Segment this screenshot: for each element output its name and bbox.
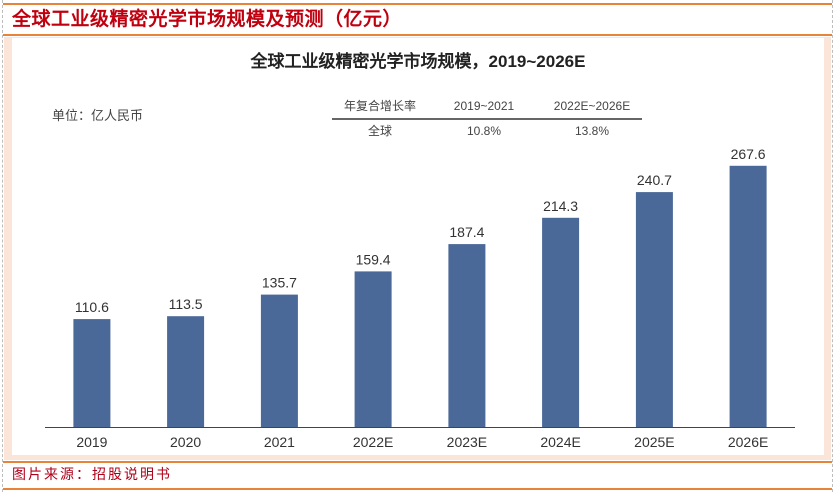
cagr-table: 年复合增长率 2019~2021 2022E~2026E 全球 10.8% 13… — [332, 98, 642, 138]
figure-title: 全球工业级精密光学市场规模及预测（亿元） — [12, 8, 403, 30]
bottom-rule — [3, 488, 832, 490]
data-label-2022E: 159.4 — [356, 251, 391, 267]
source-top-rule — [3, 461, 832, 463]
chart-title: 全球工业级精密光学市场规模，2019~2026E — [250, 51, 586, 71]
bars-group — [73, 165, 767, 428]
bar-2025E — [635, 192, 673, 427]
bar-2024E — [542, 217, 580, 427]
cagr-header-label: 年复合增长率 — [344, 98, 416, 113]
bar-2023E — [448, 244, 486, 427]
cagr-header-period-2: 2022E~2026E — [554, 99, 630, 113]
x-tick-2026E: 2026E — [728, 434, 768, 450]
frame-left-border — [2, 0, 3, 492]
cagr-row-region: 全球 — [368, 123, 392, 138]
x-tick-2021: 2021 — [264, 434, 295, 450]
data-label-2020: 113.5 — [169, 296, 203, 312]
data-label-2021: 135.7 — [262, 275, 297, 291]
data-label-2025E: 240.7 — [637, 172, 672, 188]
data-label-2019: 110.6 — [75, 299, 109, 315]
frame-right-border — [832, 0, 833, 492]
cagr-row-value-2: 13.8% — [575, 124, 609, 138]
bar-2020 — [167, 316, 205, 427]
unit-label: 单位：亿人民币 — [52, 108, 143, 123]
data-label-2023E: 187.4 — [449, 224, 484, 240]
x-tick-2025E: 2025E — [634, 434, 674, 450]
bar-chart: 全球工业级精密光学市场规模，2019~2026E 单位：亿人民币 年复合增长率 … — [45, 51, 795, 450]
x-tick-2024E: 2024E — [540, 434, 580, 450]
bar-2022E — [354, 271, 392, 427]
bar-2019 — [73, 319, 111, 427]
x-tick-2020: 2020 — [170, 434, 201, 450]
x-tick-2022E: 2022E — [353, 434, 393, 450]
x-tick-labels-group: 2019 2020 2021 2022E 2023E 2024E 2025E 2026E — [76, 434, 768, 450]
figure-source: 图片来源：招股说明书 — [12, 467, 172, 483]
data-labels-group: 110.6 113.5 135.7 159.4 187.4 214.3 240.7 267.6 — [75, 146, 766, 315]
chart-area: 全球工业级精密光学市场规模，2019~2026E 单位：亿人民币 年复合增长率 … — [12, 38, 824, 455]
bar-2021 — [260, 294, 298, 427]
cagr-row-value-1: 10.8% — [467, 124, 501, 138]
data-label-2026E: 267.6 — [731, 146, 766, 162]
x-tick-2019: 2019 — [76, 434, 107, 450]
bar-2026E — [729, 165, 767, 428]
title-rule — [3, 34, 832, 36]
top-rule — [3, 3, 832, 5]
data-label-2024E: 214.3 — [543, 198, 578, 214]
x-tick-2023E: 2023E — [447, 434, 487, 450]
cagr-header-period-1: 2019~2021 — [454, 99, 515, 113]
